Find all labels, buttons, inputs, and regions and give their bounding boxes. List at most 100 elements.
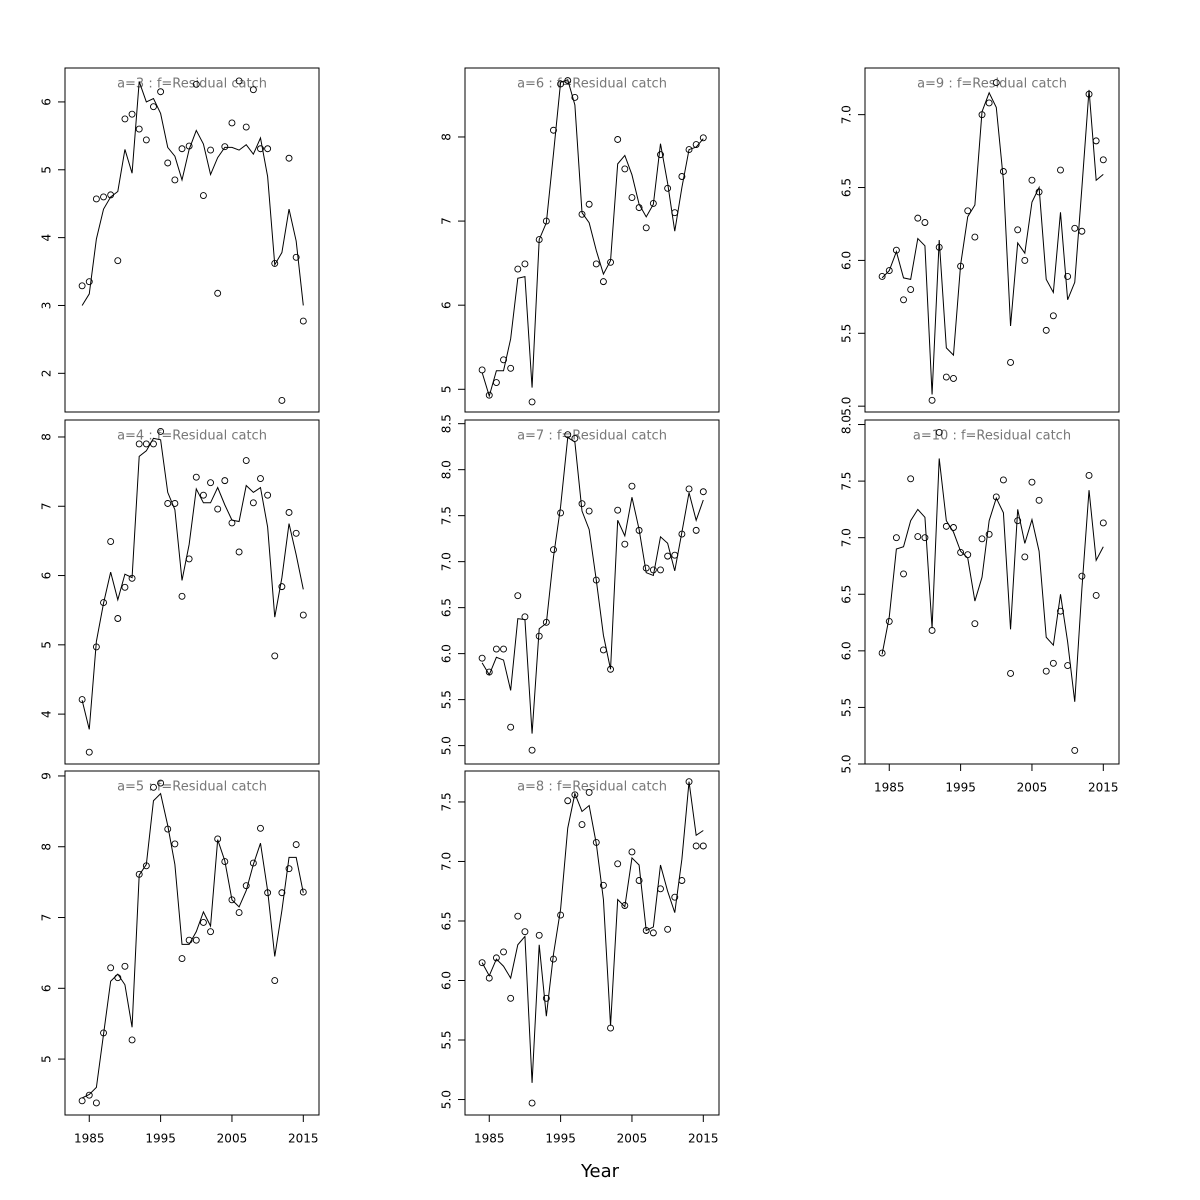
data-point [914, 214, 922, 222]
data-point [971, 233, 979, 241]
y-tick-label: 6 [40, 984, 54, 992]
data-point [1057, 166, 1064, 174]
data-point [699, 842, 707, 850]
data-point [192, 936, 200, 944]
data-point [107, 964, 115, 972]
y-tick-label: 6.5 [840, 585, 854, 604]
data-point [192, 80, 200, 88]
data-point [699, 488, 707, 496]
data-point [1099, 519, 1107, 527]
data-point [1042, 667, 1050, 675]
plot-frame [64, 770, 320, 1116]
data-point [978, 535, 986, 543]
data-point [107, 538, 115, 546]
data-point [199, 919, 207, 926]
data-point [249, 86, 257, 94]
y-tick-label: 5 [40, 166, 54, 174]
data-point [128, 110, 136, 118]
y-tick-label: 5 [40, 641, 54, 649]
data-point [599, 881, 607, 889]
data-point [299, 317, 307, 325]
data-point [657, 566, 664, 574]
data-point [607, 1024, 615, 1032]
data-point [164, 159, 172, 167]
data-point [492, 379, 500, 387]
data-point [514, 265, 522, 273]
data-point [114, 257, 122, 265]
data-point [628, 848, 636, 856]
data-point [985, 530, 993, 538]
data-point [199, 491, 207, 499]
data-point [242, 123, 250, 131]
y-tick-label: 7.5 [440, 792, 454, 811]
data-point [157, 779, 165, 787]
data-point [542, 994, 550, 1002]
data-point [614, 506, 622, 514]
data-point [892, 534, 900, 542]
y-tick-label: 6 [40, 572, 54, 580]
data-point [935, 428, 943, 436]
data-point [557, 509, 565, 517]
data-point [249, 499, 257, 507]
fitted-line [81, 792, 304, 1099]
data-point [207, 479, 215, 487]
data-point [921, 219, 929, 226]
data-point [242, 457, 250, 464]
x-tick-label: 2015 [288, 1132, 319, 1146]
data-point [578, 821, 586, 829]
fitted-line [881, 89, 1104, 395]
data-point [992, 493, 1000, 501]
data-point [1071, 746, 1079, 754]
panel-title: a=8 : f=Residual catch [517, 780, 667, 795]
data-point [221, 143, 229, 151]
y-tick-label: 6.0 [440, 644, 454, 663]
data-point [292, 529, 300, 537]
y-tick-label: 5.0 [440, 736, 454, 755]
data-point [585, 200, 593, 208]
panel-title: a=4 : f=Residual catch [117, 429, 267, 444]
data-point [492, 954, 500, 962]
y-tick-label: 8.0 [840, 415, 854, 434]
data-point [192, 473, 200, 481]
y-tick-label: 7 [40, 914, 54, 922]
data-point [242, 882, 250, 890]
y-tick-label: 7 [40, 502, 54, 510]
data-point [214, 505, 222, 513]
y-tick-label: 7.0 [840, 105, 854, 124]
x-tick-label: 1995 [945, 781, 976, 795]
data-point [478, 959, 486, 967]
data-point [657, 151, 664, 159]
y-tick-label: 3 [40, 302, 54, 310]
panel-title: a=3 : f=Residual catch [117, 77, 267, 92]
data-point [299, 888, 307, 896]
data-point [121, 583, 129, 591]
data-point [1085, 471, 1093, 479]
data-point [571, 434, 579, 442]
data-point [121, 962, 129, 970]
data-point [207, 146, 215, 154]
data-point [1028, 176, 1036, 184]
y-tick-label: 6.5 [440, 911, 454, 930]
fitted-line [81, 437, 304, 730]
data-point [685, 146, 693, 154]
data-point [85, 278, 93, 286]
y-tick-label: 7.5 [840, 472, 854, 491]
data-point [957, 548, 965, 556]
data-point [157, 427, 165, 435]
data-point [235, 548, 243, 556]
data-point [528, 1099, 536, 1107]
data-point [85, 1091, 93, 1099]
data-point [500, 645, 507, 653]
panel-title: a=7 : f=Residual catch [517, 429, 667, 444]
data-point [628, 194, 636, 201]
data-point [550, 546, 557, 554]
data-point [1092, 591, 1100, 599]
data-point [271, 977, 279, 984]
fitted-line [481, 79, 704, 398]
data-point [950, 375, 957, 382]
y-tick-label: 8 [40, 433, 54, 441]
data-point [1049, 312, 1057, 320]
data-point [614, 860, 622, 868]
plot-frame [464, 770, 720, 1116]
data-point [571, 93, 579, 101]
